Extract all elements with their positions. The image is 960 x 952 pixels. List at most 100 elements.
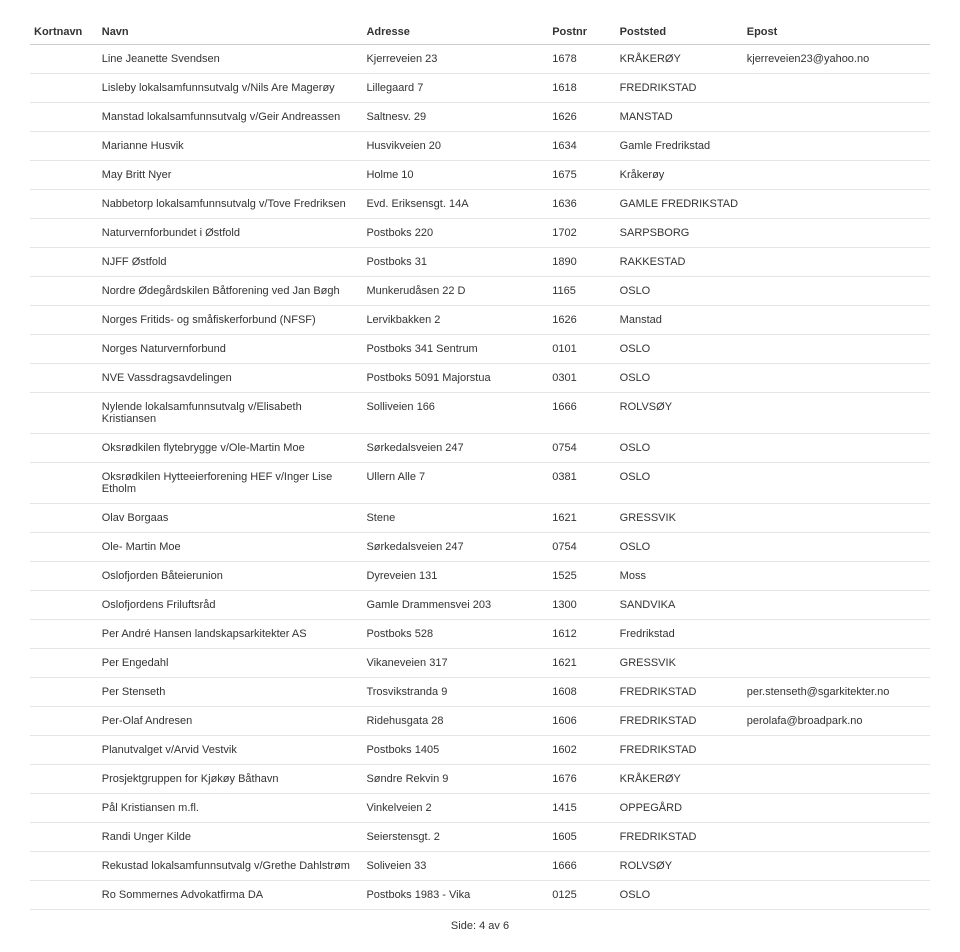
cell-navn: Per-Olaf Andresen — [98, 707, 363, 736]
cell-kortnavn — [30, 364, 98, 393]
cell-kortnavn — [30, 434, 98, 463]
page-footer: Side: 4 av 6 — [30, 920, 930, 932]
cell-postnr: 1300 — [548, 591, 615, 620]
cell-poststed: FREDRIKSTAD — [616, 823, 743, 852]
cell-postnr: 0754 — [548, 533, 615, 562]
cell-epost — [743, 434, 930, 463]
table-row: Per EngedahlVikaneveien 3171621GRESSVIK — [30, 649, 930, 678]
cell-navn: Norges Naturvernforbund — [98, 335, 363, 364]
cell-kortnavn — [30, 649, 98, 678]
cell-postnr: 1675 — [548, 161, 615, 190]
cell-adresse: Lillegaard 7 — [362, 74, 548, 103]
cell-poststed: Kråkerøy — [616, 161, 743, 190]
cell-postnr: 1621 — [548, 649, 615, 678]
cell-kortnavn — [30, 45, 98, 74]
cell-adresse: Soliveien 33 — [362, 852, 548, 881]
cell-navn: Pål Kristiansen m.fl. — [98, 794, 363, 823]
table-row: Planutvalget v/Arvid VestvikPostboks 140… — [30, 736, 930, 765]
cell-epost — [743, 504, 930, 533]
cell-kortnavn — [30, 620, 98, 649]
cell-navn: Nabbetorp lokalsamfunnsutvalg v/Tove Fre… — [98, 190, 363, 219]
header-row: Kortnavn Navn Adresse Postnr Poststed Ep… — [30, 20, 930, 45]
cell-kortnavn — [30, 562, 98, 591]
cell-adresse: Vinkelveien 2 — [362, 794, 548, 823]
cell-postnr: 1634 — [548, 132, 615, 161]
header-postnr: Postnr — [548, 20, 615, 45]
cell-adresse: Ullern Alle 7 — [362, 463, 548, 504]
table-row: Per-Olaf AndresenRidehusgata 281606FREDR… — [30, 707, 930, 736]
cell-poststed: SANDVIKA — [616, 591, 743, 620]
cell-poststed: OSLO — [616, 364, 743, 393]
cell-adresse: Husvikveien 20 — [362, 132, 548, 161]
cell-navn: Per André Hansen landskapsarkitekter AS — [98, 620, 363, 649]
cell-kortnavn — [30, 132, 98, 161]
cell-poststed: Gamle Fredrikstad — [616, 132, 743, 161]
cell-epost — [743, 219, 930, 248]
cell-navn: Ole- Martin Moe — [98, 533, 363, 562]
cell-poststed: Moss — [616, 562, 743, 591]
cell-navn: May Britt Nyer — [98, 161, 363, 190]
cell-epost — [743, 736, 930, 765]
cell-navn: Manstad lokalsamfunnsutvalg v/Geir Andre… — [98, 103, 363, 132]
cell-adresse: Postboks 31 — [362, 248, 548, 277]
cell-poststed: KRÅKERØY — [616, 765, 743, 794]
cell-postnr: 1165 — [548, 277, 615, 306]
address-table: Kortnavn Navn Adresse Postnr Poststed Ep… — [30, 20, 930, 910]
cell-epost — [743, 190, 930, 219]
cell-poststed: MANSTAD — [616, 103, 743, 132]
table-row: Line Jeanette SvendsenKjerreveien 231678… — [30, 45, 930, 74]
cell-poststed: ROLVSØY — [616, 852, 743, 881]
cell-kortnavn — [30, 533, 98, 562]
cell-kortnavn — [30, 335, 98, 364]
cell-kortnavn — [30, 881, 98, 910]
cell-adresse: Lervikbakken 2 — [362, 306, 548, 335]
cell-epost — [743, 881, 930, 910]
cell-poststed: OSLO — [616, 881, 743, 910]
cell-kortnavn — [30, 852, 98, 881]
cell-navn: Randi Unger Kilde — [98, 823, 363, 852]
cell-poststed: OSLO — [616, 335, 743, 364]
cell-adresse: Postboks 1983 - Vika — [362, 881, 548, 910]
cell-navn: Lisleby lokalsamfunnsutvalg v/Nils Are M… — [98, 74, 363, 103]
cell-postnr: 1621 — [548, 504, 615, 533]
cell-kortnavn — [30, 103, 98, 132]
cell-postnr: 1890 — [548, 248, 615, 277]
cell-epost — [743, 248, 930, 277]
cell-navn: Per Stenseth — [98, 678, 363, 707]
table-row: Prosjektgruppen for Kjøkøy BåthavnSøndre… — [30, 765, 930, 794]
table-row: Per André Hansen landskapsarkitekter ASP… — [30, 620, 930, 649]
cell-navn: NVE Vassdragsavdelingen — [98, 364, 363, 393]
cell-adresse: Saltnesv. 29 — [362, 103, 548, 132]
cell-adresse: Kjerreveien 23 — [362, 45, 548, 74]
cell-postnr: 0125 — [548, 881, 615, 910]
table-row: Ro Sommernes Advokatfirma DAPostboks 198… — [30, 881, 930, 910]
cell-postnr: 1626 — [548, 103, 615, 132]
cell-postnr: 1602 — [548, 736, 615, 765]
header-poststed: Poststed — [616, 20, 743, 45]
cell-epost — [743, 393, 930, 434]
cell-epost — [743, 335, 930, 364]
cell-epost — [743, 277, 930, 306]
cell-poststed: KRÅKERØY — [616, 45, 743, 74]
cell-epost — [743, 562, 930, 591]
cell-poststed: GAMLE FREDRIKSTAD — [616, 190, 743, 219]
cell-adresse: Seierstensgt. 2 — [362, 823, 548, 852]
cell-navn: Naturvernforbundet i Østfold — [98, 219, 363, 248]
cell-poststed: GRESSVIK — [616, 504, 743, 533]
cell-epost — [743, 765, 930, 794]
cell-adresse: Munkerudåsen 22 D — [362, 277, 548, 306]
table-row: Rekustad lokalsamfunnsutvalg v/Grethe Da… — [30, 852, 930, 881]
side-label: Side: — [451, 920, 476, 932]
cell-adresse: Holme 10 — [362, 161, 548, 190]
total-pages: 6 — [503, 920, 509, 932]
cell-epost — [743, 533, 930, 562]
header-kortnavn: Kortnavn — [30, 20, 98, 45]
table-row: Pål Kristiansen m.fl.Vinkelveien 21415OP… — [30, 794, 930, 823]
cell-postnr: 0101 — [548, 335, 615, 364]
cell-adresse: Postboks 341 Sentrum — [362, 335, 548, 364]
cell-kortnavn — [30, 74, 98, 103]
cell-epost — [743, 823, 930, 852]
cell-navn: Per Engedahl — [98, 649, 363, 678]
cell-kortnavn — [30, 190, 98, 219]
cell-poststed: OSLO — [616, 277, 743, 306]
